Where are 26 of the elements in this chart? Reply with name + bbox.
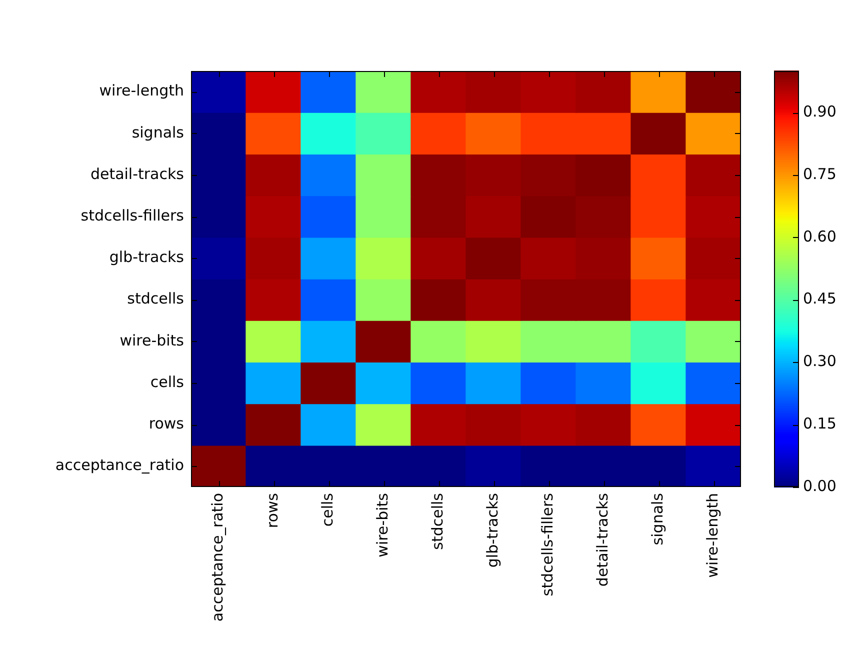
color-bar-label: 0.60 <box>803 227 836 246</box>
y-tick-label: stdcells-fillers <box>80 206 184 224</box>
y-tick-label: cells <box>150 372 184 391</box>
y-tick-label: wire-bits <box>120 331 184 350</box>
y-tick-label: detail-tracks <box>90 164 184 183</box>
color-bar-label: 0.15 <box>803 414 836 432</box>
x-tick-label: glb-tracks <box>483 492 502 568</box>
x-tick-label: rows <box>263 492 282 528</box>
y-tick-label: wire-length <box>99 82 184 100</box>
y-tick-label: glb-tracks <box>109 248 184 266</box>
color-bar-label: 0.90 <box>803 102 836 120</box>
x-tick-label: detail-tracks <box>593 492 612 587</box>
y-tick-label: stdcells <box>127 290 184 308</box>
x-tick-label: stdcells <box>428 492 446 550</box>
color-bar-label: 0.30 <box>803 352 836 370</box>
x-tick-label: stdcells-fillers <box>538 492 556 596</box>
y-tick-label: rows <box>148 414 184 432</box>
y-tick-label: acceptance_ratio <box>55 456 184 474</box>
x-tick-label: wire-length <box>703 493 722 578</box>
color-bar-label: 0.45 <box>803 290 836 308</box>
x-tick-label: wire-bits <box>373 492 392 558</box>
x-tick-label: cells <box>318 492 336 527</box>
y-tick-label: signals <box>132 123 184 142</box>
color-bar-label: 0.75 <box>803 164 836 183</box>
color-bar-label: 0.00 <box>803 476 836 495</box>
x-tick-label: signals <box>648 492 666 546</box>
